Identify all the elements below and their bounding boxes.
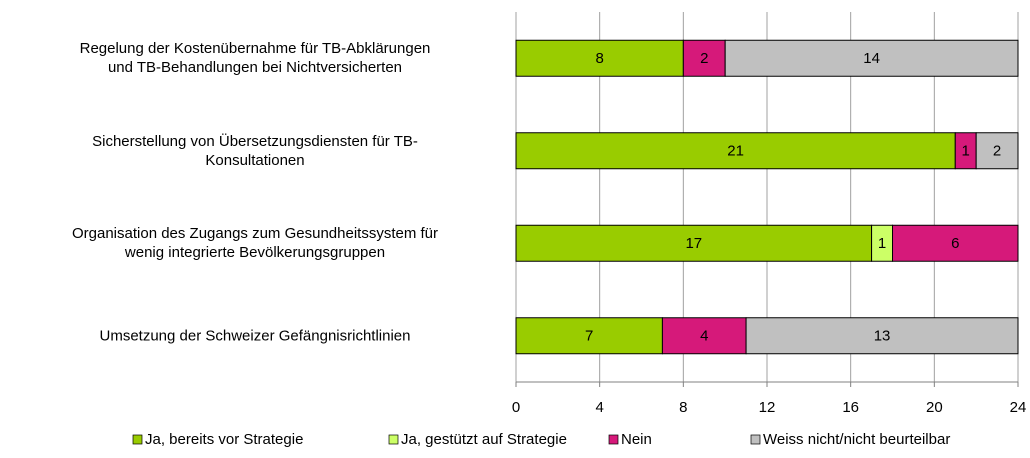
data-label: 6 [951,235,959,252]
x-tick-label: 24 [1010,399,1027,416]
category-label: Sicherstellung von Übersetzungsdiensten … [92,132,418,169]
category-label: Umsetzung der Schweizer Gefängnisrichtli… [99,327,411,345]
data-label: 7 [585,328,593,345]
data-label: 21 [727,143,744,160]
x-tick-label: 4 [595,399,603,416]
legend-label: Nein [621,431,652,448]
data-label: 13 [874,328,891,345]
data-label: 4 [700,328,708,345]
legend-label: Weiss nicht/nicht beurteilbar [763,431,950,448]
legend-swatch [608,434,619,445]
x-tick-label: 12 [759,399,776,416]
legend-swatch [388,434,399,445]
x-tick-label: 8 [679,399,687,416]
category-label: Regelung der Kostenübernahme für TB-Abkl… [79,40,431,77]
bar-segment [661,317,747,355]
data-label: 17 [685,235,702,252]
bar-segment [745,317,1019,355]
data-label: 2 [993,143,1001,160]
category-label: Organisation des Zugangs zum Gesundheits… [71,225,438,262]
data-label: 2 [700,50,708,67]
legend-label: Ja, gestützt auf Strategie [401,431,567,448]
data-label: 8 [595,50,603,67]
data-label: 14 [863,50,880,67]
legend-swatch [750,434,761,445]
x-tick-label: 16 [842,399,859,416]
bar-segment [724,39,1019,77]
bar-segment [892,224,1019,262]
bar-segment [515,317,663,355]
bar-segment [515,132,956,170]
legend-label: Ja, bereits vor Strategie [145,431,303,448]
data-label: 1 [962,143,970,160]
x-tick-label: 20 [926,399,943,416]
bar-segment [515,224,873,262]
bar-segment [975,132,1019,170]
data-label: 1 [878,235,886,252]
bar-segment [682,39,726,77]
bar-segment [515,39,684,77]
legend-swatch [132,434,143,445]
x-tick-label: 0 [512,399,520,416]
